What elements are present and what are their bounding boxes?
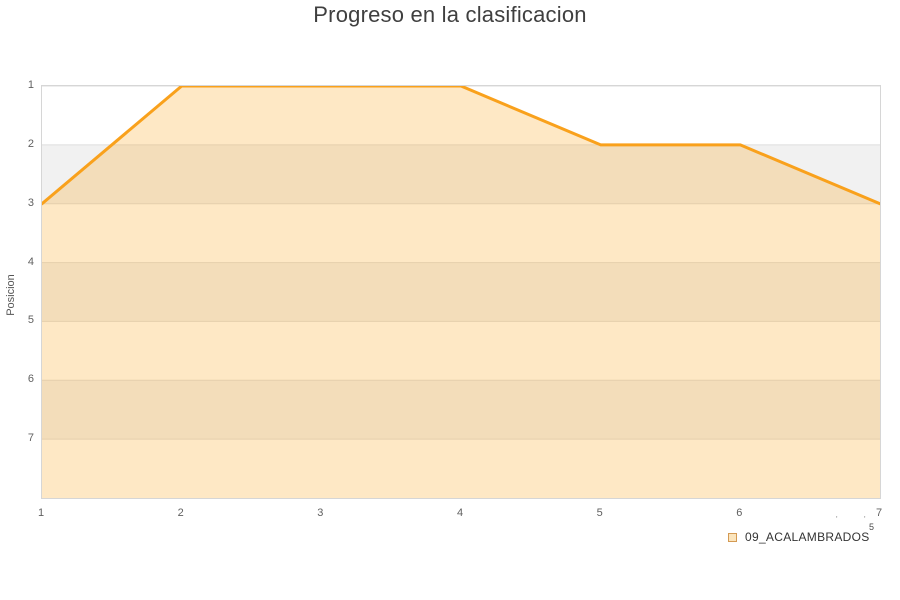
series-area-chart [42,86,880,498]
y-tick-label: 5 [27,314,34,327]
y-tick-label: 2 [27,137,34,150]
stray-small-text: 5 [869,522,875,532]
legend-item[interactable]: 09_ACALAMBRADOS [728,530,870,544]
y-tick-label: 6 [27,373,34,386]
y-tick-label: 1 [27,79,34,91]
x-tick-label: 4 [456,507,464,519]
y-axis-title-text: Posicion [5,274,17,316]
legend-swatch-icon [728,532,737,542]
y-tick-label: 7 [27,432,34,445]
plot-area [41,85,881,499]
y-tick-label: 4 [27,255,34,268]
chart-title: Progreso en la clasificacion [313,2,587,27]
x-tick-label: 2 [177,507,184,519]
x-tick-label: 1 [37,507,45,519]
x-tick-label: 5 [596,507,603,519]
x-tick-label: 7 [875,507,883,519]
legend-series-label: 09_ACALAMBRADOS [745,530,870,544]
x-tick-label: 6 [736,507,743,519]
stray-tick-mark: ' [836,515,838,524]
y-tick-label: 3 [27,196,34,209]
x-tick-label: 3 [317,507,324,519]
stray-tick-mark: ' [864,515,866,524]
